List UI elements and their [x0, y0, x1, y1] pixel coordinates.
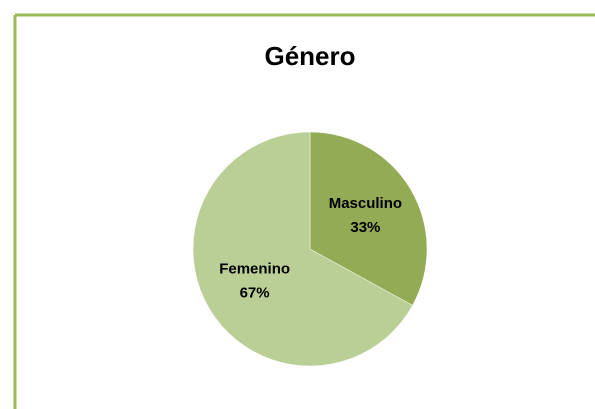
slice-label: Masculino — [329, 195, 402, 212]
slice-value-label: 33% — [350, 219, 380, 236]
pie-slice — [192, 131, 413, 367]
chart-title: Género — [264, 41, 355, 71]
slice-label: Femenino — [219, 261, 290, 278]
slice-value-label: 67% — [240, 285, 270, 302]
pie-slice — [309, 131, 428, 306]
